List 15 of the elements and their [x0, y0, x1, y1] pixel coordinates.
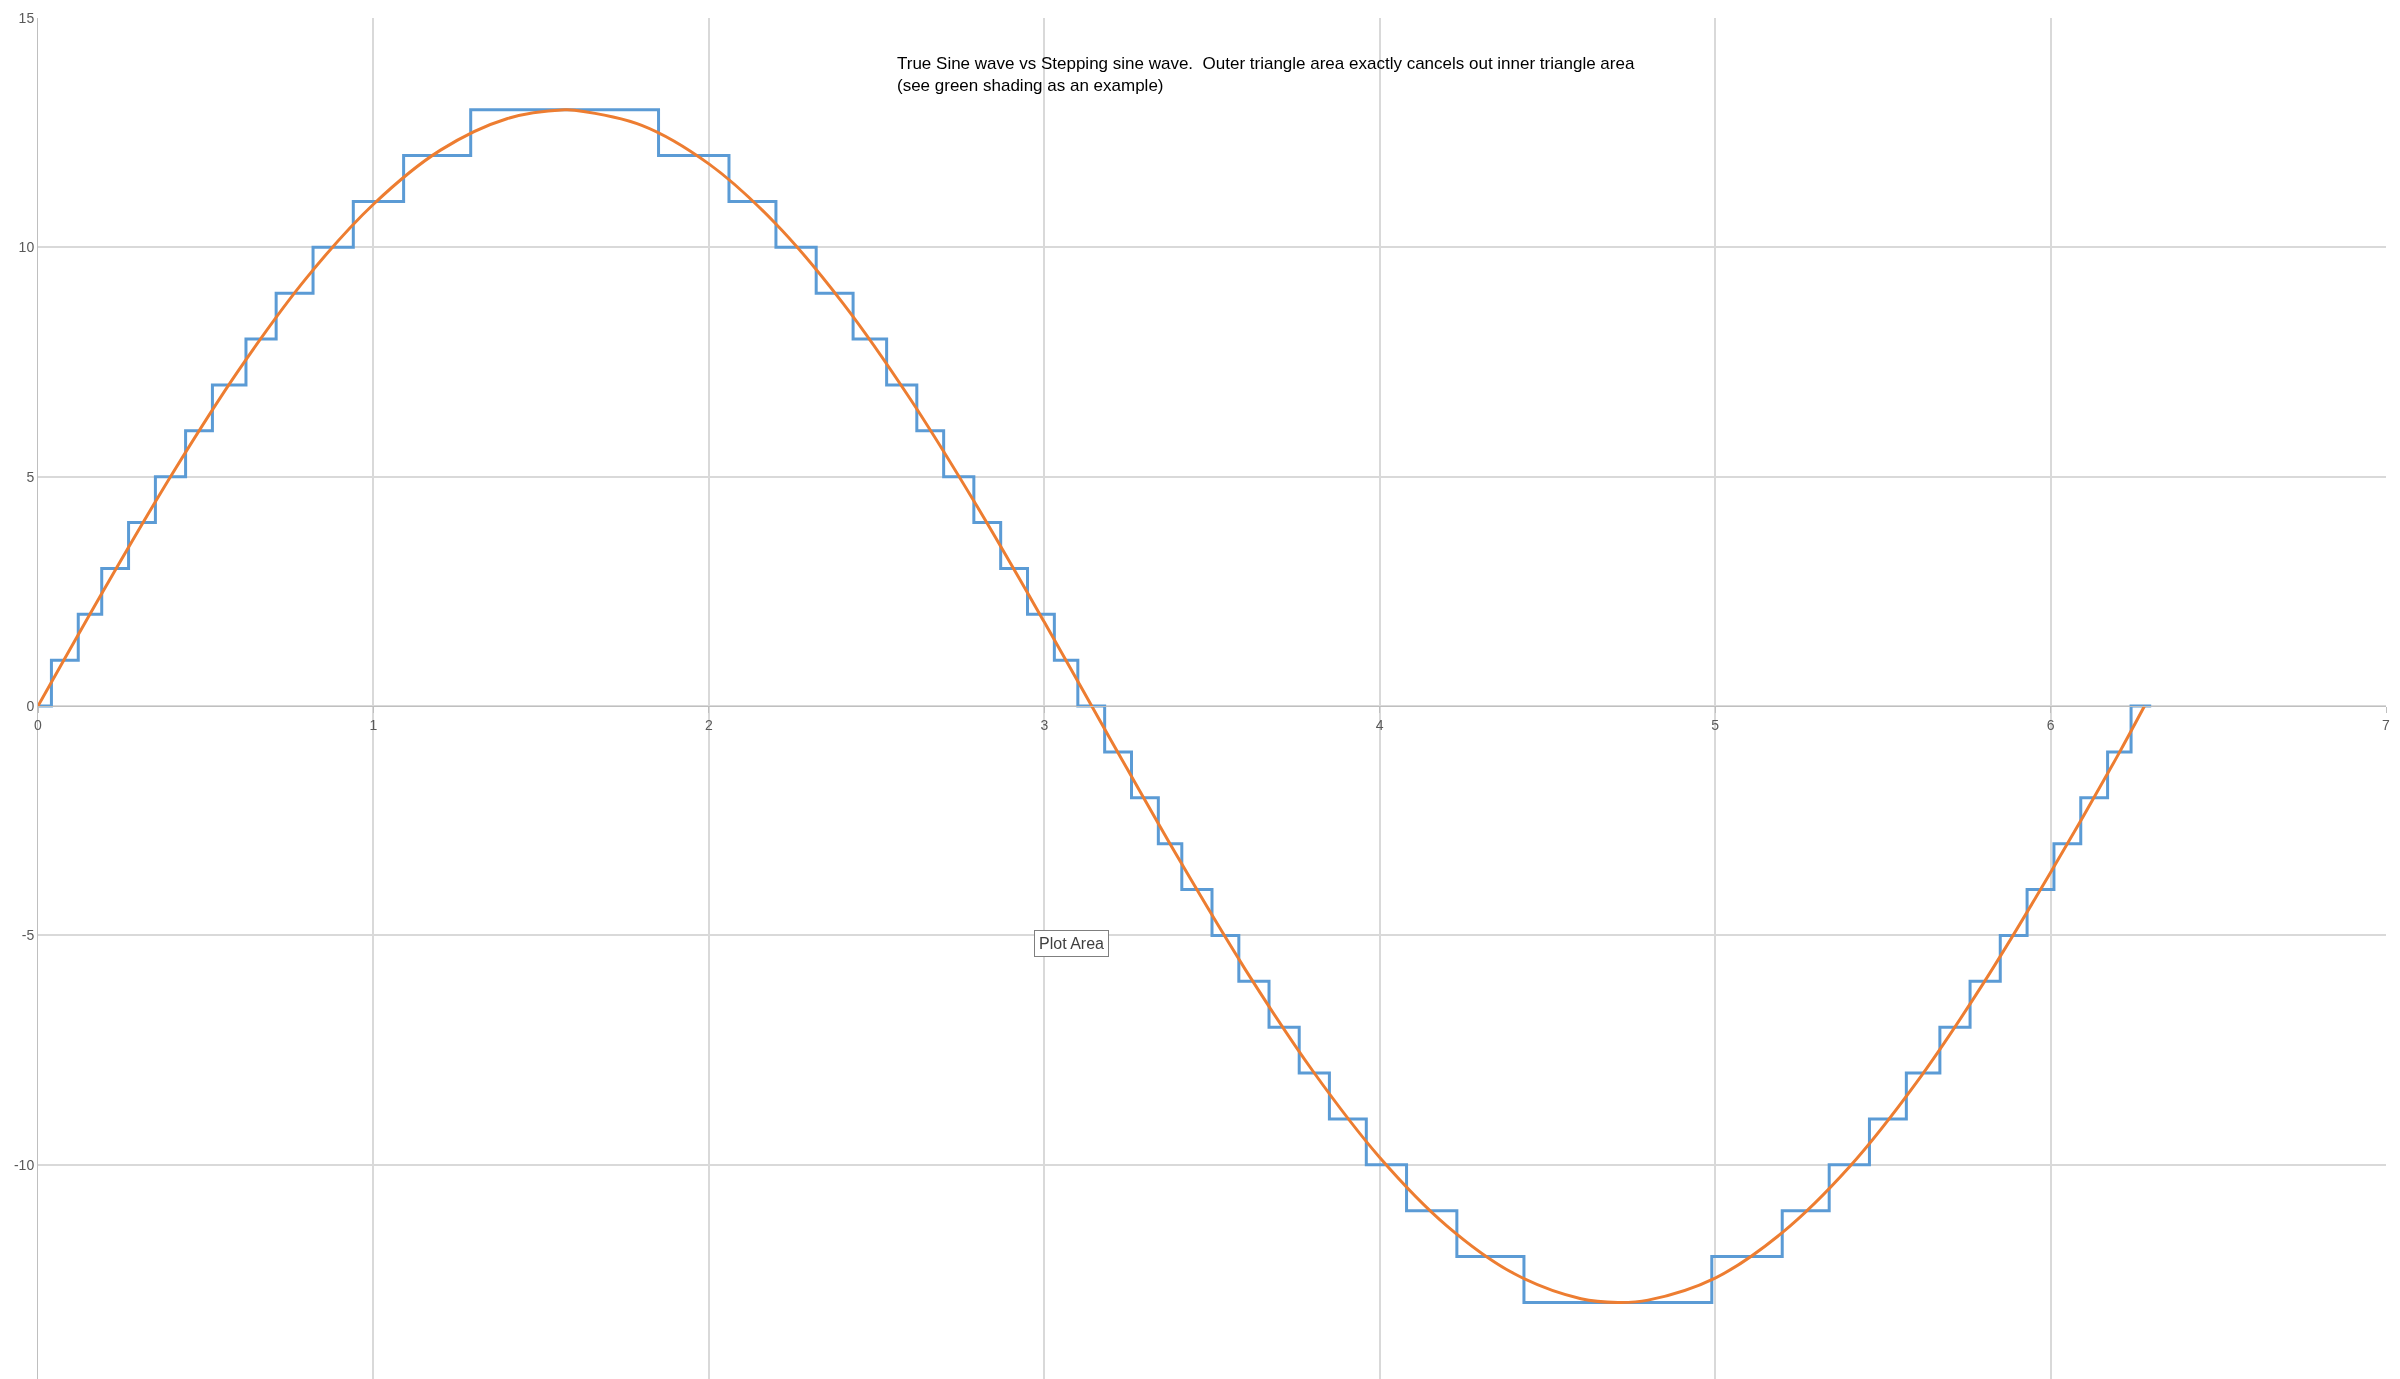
- x-tick-label: 6: [2046, 716, 2055, 733]
- y-tick-label: 10: [18, 239, 35, 256]
- y-tick-label: 0: [26, 697, 35, 714]
- annotation: True Sine wave vs Stepping sine wave. Outer triangle area exactly cancels out inner triangle area (see green shading as an example): [897, 54, 1635, 96]
- x-tick-label: 5: [1711, 716, 1720, 733]
- y-tick-label: 5: [26, 468, 35, 485]
- annotation: Plot Area: [1039, 935, 1105, 952]
- y-tick-label: 15: [18, 9, 35, 26]
- y-tick-label: -5: [21, 927, 35, 944]
- y-tick-label: -10: [13, 1156, 35, 1173]
- x-tick-label: 1: [369, 716, 378, 733]
- x-tick-label: 4: [1375, 716, 1384, 733]
- x-tick-label: 7: [2382, 716, 2391, 733]
- x-tick-label: 3: [1040, 716, 1049, 733]
- x-tick-label: 2: [704, 716, 713, 733]
